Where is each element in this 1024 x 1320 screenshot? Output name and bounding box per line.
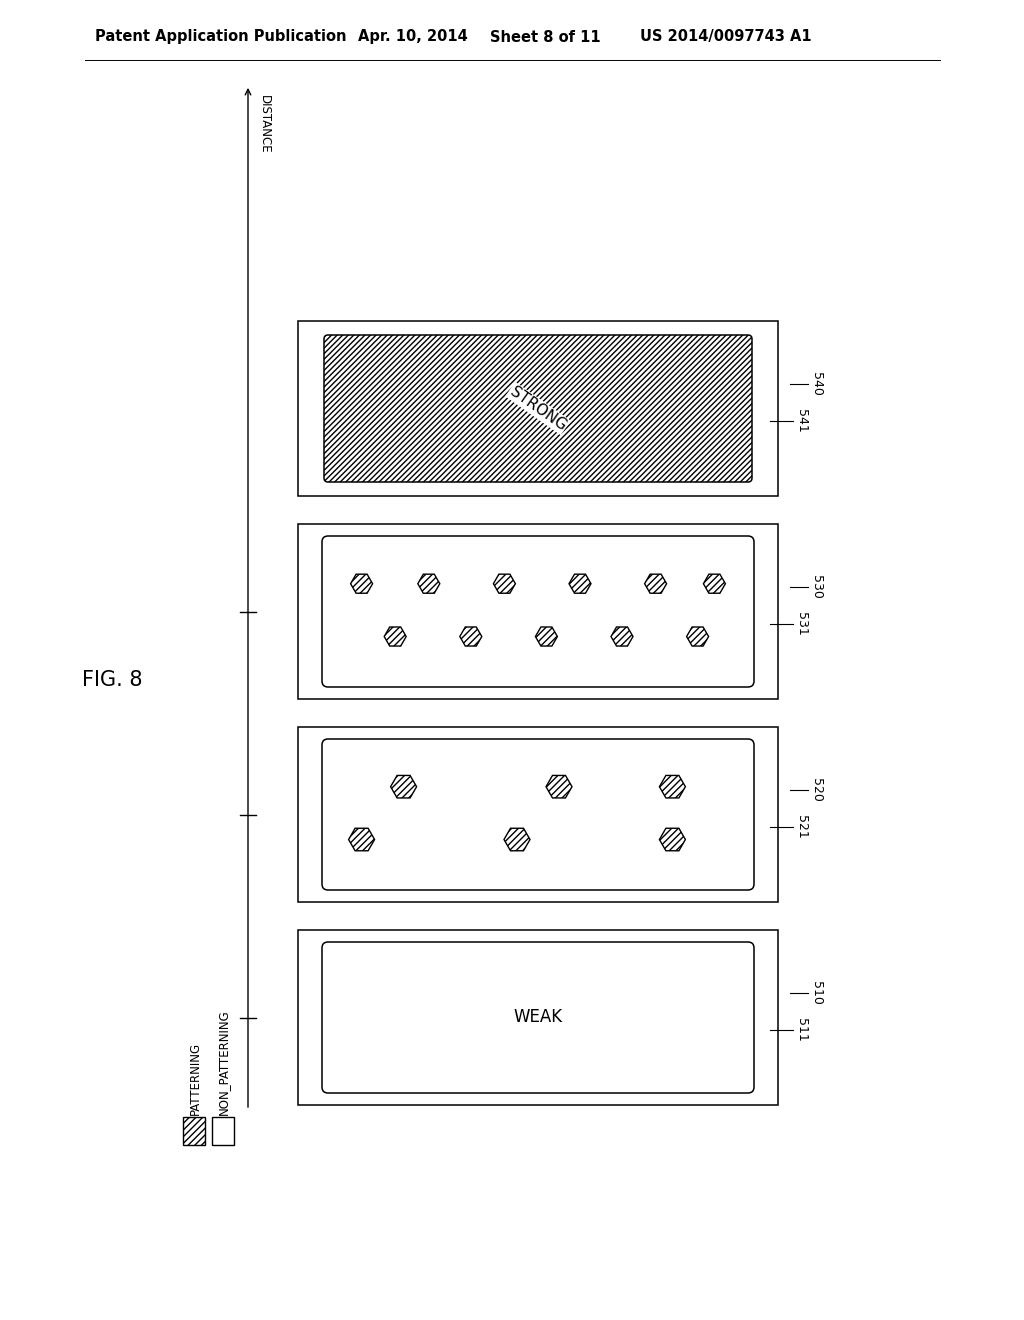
Text: 511: 511 — [795, 1018, 808, 1041]
Text: 540: 540 — [810, 371, 823, 396]
FancyBboxPatch shape — [322, 536, 754, 686]
Text: PATTERNING: PATTERNING — [188, 1041, 202, 1115]
FancyBboxPatch shape — [322, 739, 754, 890]
Bar — [298, 524, 778, 700]
Text: NON_PATTERNING: NON_PATTERNING — [216, 1010, 229, 1115]
Text: 521: 521 — [795, 814, 808, 838]
Text: 520: 520 — [810, 777, 823, 801]
Bar — [298, 321, 778, 496]
Bar — [298, 727, 778, 902]
Text: Patent Application Publication: Patent Application Publication — [95, 29, 346, 45]
Bar — [183, 1117, 205, 1144]
FancyBboxPatch shape — [324, 335, 752, 482]
Text: 541: 541 — [795, 409, 808, 433]
Text: 510: 510 — [810, 981, 823, 1005]
Text: Apr. 10, 2014: Apr. 10, 2014 — [358, 29, 468, 45]
Text: STRONG: STRONG — [507, 384, 569, 433]
Text: US 2014/0097743 A1: US 2014/0097743 A1 — [640, 29, 812, 45]
Bar — [298, 931, 778, 1105]
Text: WEAK: WEAK — [513, 1008, 562, 1027]
Bar — [212, 1117, 234, 1144]
FancyBboxPatch shape — [322, 942, 754, 1093]
Text: 531: 531 — [795, 611, 808, 635]
Text: FIG. 8: FIG. 8 — [82, 671, 142, 690]
Text: DISTANCE: DISTANCE — [258, 95, 271, 153]
Text: 530: 530 — [810, 574, 823, 598]
Text: Sheet 8 of 11: Sheet 8 of 11 — [490, 29, 601, 45]
